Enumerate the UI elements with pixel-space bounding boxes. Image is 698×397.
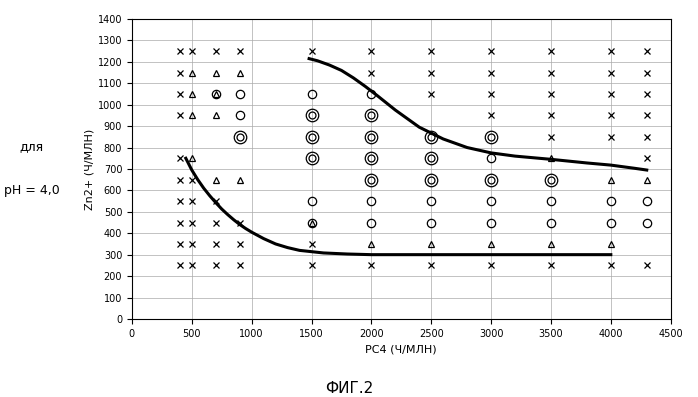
Text: для: для (20, 141, 43, 153)
Y-axis label: Zn2+ (Ч/МЛН): Zn2+ (Ч/МЛН) (84, 128, 95, 210)
Text: ФИГ.2: ФИГ.2 (325, 381, 373, 396)
Text: рН = 4,0: рН = 4,0 (3, 184, 59, 197)
X-axis label: РС4 (Ч/МЛН): РС4 (Ч/МЛН) (366, 344, 437, 354)
